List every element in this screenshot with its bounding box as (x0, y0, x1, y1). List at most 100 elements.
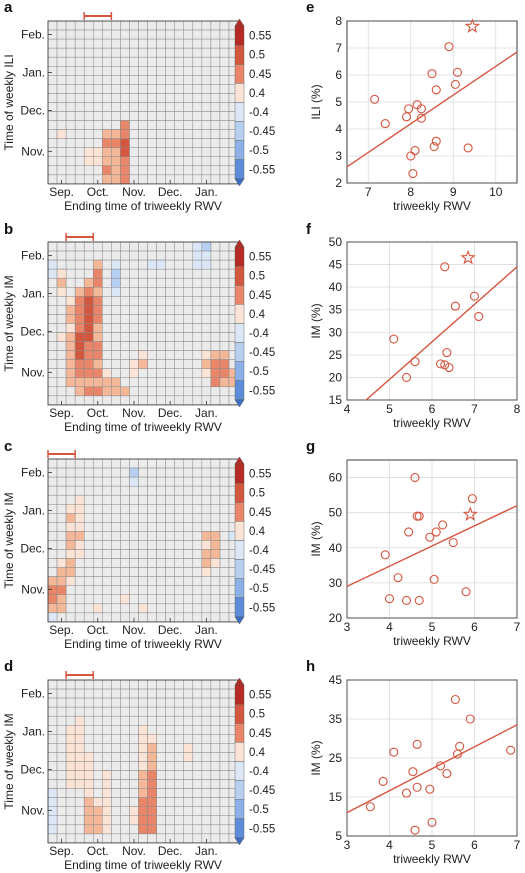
heatmap-cell (192, 156, 203, 167)
heatmap-cell (192, 603, 203, 614)
heatmap-cell (156, 522, 166, 532)
heatmap-cell (165, 761, 175, 771)
heatmap-cell (219, 93, 230, 103)
heatmap-cell (102, 494, 112, 505)
x-axis-label: triweekly RWV (393, 199, 471, 213)
heatmap-cell (74, 558, 85, 568)
colorbar-label: 0.55 (249, 31, 271, 43)
heatmap-cell (47, 567, 58, 577)
heatmap-cell (129, 38, 139, 49)
heatmap-cell (102, 697, 112, 708)
heatmap-cell (56, 241, 67, 252)
heatmap-cell-value (93, 350, 103, 360)
y-tick-label: 8 (335, 14, 342, 28)
y-tick-label: Dec. (20, 763, 45, 777)
heatmap-cell (56, 147, 67, 157)
colorbar-label: 0.5 (249, 709, 265, 721)
heatmap-cell (183, 770, 194, 780)
heatmap-cell (102, 833, 112, 844)
heatmap-cell (174, 323, 184, 333)
heatmap-cell (156, 815, 166, 826)
heatmap-cell (192, 725, 203, 735)
heatmap-cell (138, 395, 148, 406)
heatmap-cell (138, 102, 148, 112)
heatmap-cell (219, 138, 230, 148)
heatmap-cell (83, 268, 94, 279)
heatmap-cell (102, 734, 112, 744)
colorbar-segment (234, 818, 245, 839)
heatmap-cell (120, 734, 130, 744)
heatmap-cell (56, 156, 67, 167)
heatmap-cell (93, 75, 103, 85)
heatmap-cell (147, 20, 157, 31)
heatmap-cell (93, 752, 103, 762)
heatmap-cell-value (201, 558, 212, 568)
heatmap-cell (219, 770, 230, 780)
heatmap-cell (93, 522, 103, 532)
heatmap-cell (210, 494, 221, 505)
heatmap-cell (83, 494, 94, 505)
heatmap-cell (219, 558, 230, 568)
heatmap-cell-value (201, 359, 212, 369)
heatmap-cell (138, 833, 148, 844)
heatmap-cell (138, 341, 148, 351)
heatmap-cell-value (47, 824, 58, 835)
heatmap-cell (219, 75, 230, 85)
heatmap-cell (138, 38, 148, 49)
heatmap-cell-value (201, 567, 212, 577)
heatmap-cell (138, 458, 148, 469)
heatmap-cell (56, 38, 67, 49)
heatmap-cell-value (138, 752, 148, 762)
heatmap-cell (102, 287, 112, 297)
heatmap-cell (174, 594, 184, 605)
heatmap-cell (129, 66, 139, 76)
heatmap-cell (192, 138, 203, 148)
y-tick-label: 25 (329, 348, 343, 362)
panel-letter: e (306, 0, 314, 16)
heatmap-cell (219, 458, 230, 469)
heatmap-cell-value (83, 806, 94, 817)
heatmap-cell-value (93, 806, 103, 817)
heatmap-cell (47, 531, 58, 541)
heatmap-cell (192, 585, 203, 596)
heatmap-cell (147, 494, 157, 505)
x-tick-label: 5 (429, 838, 436, 852)
heatmap-cell (120, 241, 130, 252)
heatmap-cell-value (83, 386, 94, 397)
heatmap-cell (183, 241, 194, 252)
heatmap-cell (192, 761, 203, 771)
heatmap-cell (147, 341, 157, 351)
heatmap-cell (129, 84, 139, 94)
heatmap-cell (56, 102, 67, 112)
heatmap-cell (156, 296, 166, 306)
x-tick-label: 10 (489, 185, 503, 199)
heatmap-cell-value (74, 770, 85, 780)
heatmap-cell (201, 287, 212, 297)
heatmap-panel-a (47, 12, 245, 187)
y-tick-label: Dec. (20, 325, 45, 339)
heatmap-cell (210, 156, 221, 167)
y-tick-label: 15 (329, 790, 343, 804)
x-axis-label: Ending time of triweekly RWV (64, 858, 222, 872)
heatmap-cell (219, 540, 230, 550)
heatmap-cell (56, 824, 67, 835)
heatmap-cell (210, 84, 221, 94)
heatmap-cell (156, 788, 166, 798)
heatmap-cell (102, 296, 112, 306)
colorbar-label: 0.55 (249, 252, 271, 264)
heatmap-cell (183, 250, 194, 261)
heatmap-cell (219, 494, 230, 505)
heatmap-cell (210, 47, 221, 58)
heatmap-cell (174, 779, 184, 789)
heatmap-cell (83, 504, 94, 514)
colorbar-segment (234, 703, 245, 724)
heatmap-cell (120, 93, 130, 103)
heatmap-cell-value (147, 815, 157, 826)
heatmap-cell (129, 377, 139, 388)
heatmap-cell (47, 277, 58, 288)
heatmap-cell (111, 111, 121, 121)
heatmap-cell (93, 84, 103, 94)
heatmap-cell-value (93, 368, 103, 379)
y-tick-label: Jan. (22, 287, 45, 301)
heatmap-cell-value (83, 761, 94, 771)
